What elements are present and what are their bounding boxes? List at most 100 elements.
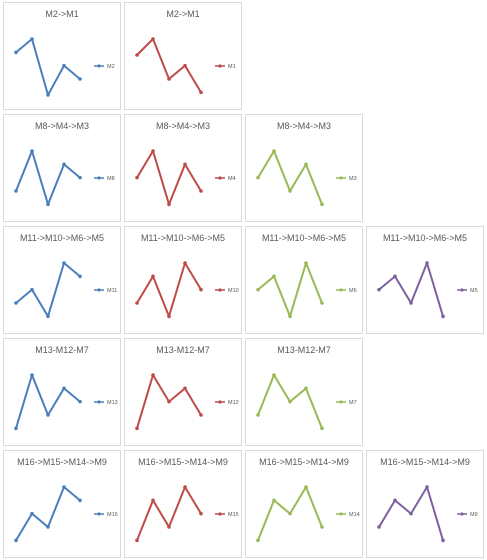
legend-marker (218, 288, 222, 292)
data-point (167, 202, 171, 207)
data-point (409, 301, 413, 305)
legend-label: M10 (228, 288, 239, 294)
data-point (167, 77, 171, 81)
legend-label: M9 (470, 512, 478, 518)
data-point (288, 511, 292, 516)
data-point (30, 287, 34, 292)
data-point (183, 63, 187, 68)
legend-label: M11 (107, 288, 117, 294)
data-point (62, 485, 66, 489)
legend-label: M1 (228, 64, 236, 70)
data-point (393, 274, 397, 279)
data-point (425, 485, 429, 489)
data-point (441, 314, 445, 319)
line-plot: M9 (377, 485, 478, 543)
data-point (151, 373, 155, 377)
series-line-m4 (136, 150, 202, 206)
data-point (409, 511, 413, 516)
chart-panel-m1: M2->M1 M1 (124, 2, 242, 110)
data-point (78, 399, 82, 404)
legend-marker (339, 176, 343, 180)
series-line-m16 (15, 486, 81, 541)
panel-title: M11->M10->M6->M5 (382, 233, 468, 243)
data-point (320, 525, 324, 529)
data-point (441, 538, 445, 543)
data-point (199, 413, 203, 417)
line-plot: M5 (377, 261, 478, 319)
data-point (377, 525, 381, 529)
legend-marker (460, 512, 464, 516)
data-point (304, 386, 308, 391)
data-point (272, 498, 276, 503)
data-point (304, 162, 308, 167)
series-line-m1 (136, 38, 202, 93)
legend-label: M12 (228, 400, 239, 406)
data-point (256, 413, 260, 417)
data-point (46, 202, 50, 207)
data-point (167, 314, 171, 319)
data-point (62, 261, 66, 265)
legend-label: M2 (107, 64, 115, 70)
data-point (151, 37, 155, 41)
line-plot: M1 (135, 37, 236, 95)
legend-marker (97, 400, 101, 404)
chart-panel-m8: M8->M4->M3 M8 (3, 114, 121, 222)
line-plot: M3 (256, 149, 357, 207)
legend-marker (97, 288, 101, 292)
legend-marker (218, 512, 222, 516)
chart-panel-m14: M16->M15->M14->M9 M14 (245, 450, 363, 558)
legend-label: M7 (349, 400, 357, 406)
chart-panel-m15: M16->M15->M14->M9 M15 (124, 450, 242, 558)
panel-title: M16->M15->M14->M9 (138, 457, 228, 467)
data-point (151, 274, 155, 279)
data-point (30, 373, 34, 377)
line-plot: M10 (135, 261, 239, 319)
series-line-m6 (257, 262, 323, 318)
line-plot: M8 (14, 149, 115, 207)
legend-marker (97, 176, 101, 180)
data-point (377, 287, 381, 292)
data-point (199, 287, 203, 292)
legend-label: M4 (228, 176, 236, 182)
chart-panel-m9: M16->M15->M14->M9 M9 (366, 450, 484, 558)
data-point (183, 162, 187, 167)
data-point (14, 189, 18, 193)
line-plot: M4 (135, 149, 236, 207)
line-plot: M2 (14, 37, 115, 97)
panel-title: M8->M4->M3 (34, 121, 89, 131)
legend-marker (218, 400, 222, 404)
panel-title: M11->M10->M6->M5 (19, 233, 105, 243)
data-point (46, 525, 50, 529)
panel-title: M8->M4->M3 (276, 121, 331, 131)
data-point (135, 53, 139, 57)
legend-marker (339, 400, 343, 404)
data-point (199, 189, 203, 193)
data-point (199, 90, 203, 95)
panel-title: M11->M10->M6->M5 (140, 233, 226, 243)
data-point (78, 498, 82, 503)
panel-title: M16->M15->M14->M9 (380, 457, 470, 467)
data-point (46, 413, 50, 417)
data-point (135, 175, 139, 180)
data-point (256, 538, 260, 543)
panel-title: M13-M12-M7 (277, 345, 331, 355)
legend-marker (339, 512, 343, 516)
line-plot: M14 (256, 485, 360, 543)
data-point (46, 93, 50, 97)
chart-panel-m12: M13-M12-M7 M12 (124, 338, 242, 446)
data-point (183, 386, 187, 391)
line-plot: M15 (135, 485, 239, 543)
panel-title: M13-M12-M7 (156, 345, 210, 355)
data-point (14, 538, 18, 543)
chart-panel-m16: M16->M15->M14->M9 M16 (3, 450, 121, 558)
chart-panel-m7: M13-M12-M7 M7 (245, 338, 363, 446)
legend-label: M6 (349, 288, 357, 294)
legend-marker (218, 64, 222, 68)
series-line-m3 (257, 150, 323, 205)
legend-marker (460, 288, 464, 292)
data-point (78, 274, 82, 279)
data-point (288, 314, 292, 319)
legend-label: M15 (228, 512, 239, 518)
data-point (135, 426, 139, 431)
chart-panel-m6: M11->M10->M6->M5 M6 (245, 226, 363, 334)
